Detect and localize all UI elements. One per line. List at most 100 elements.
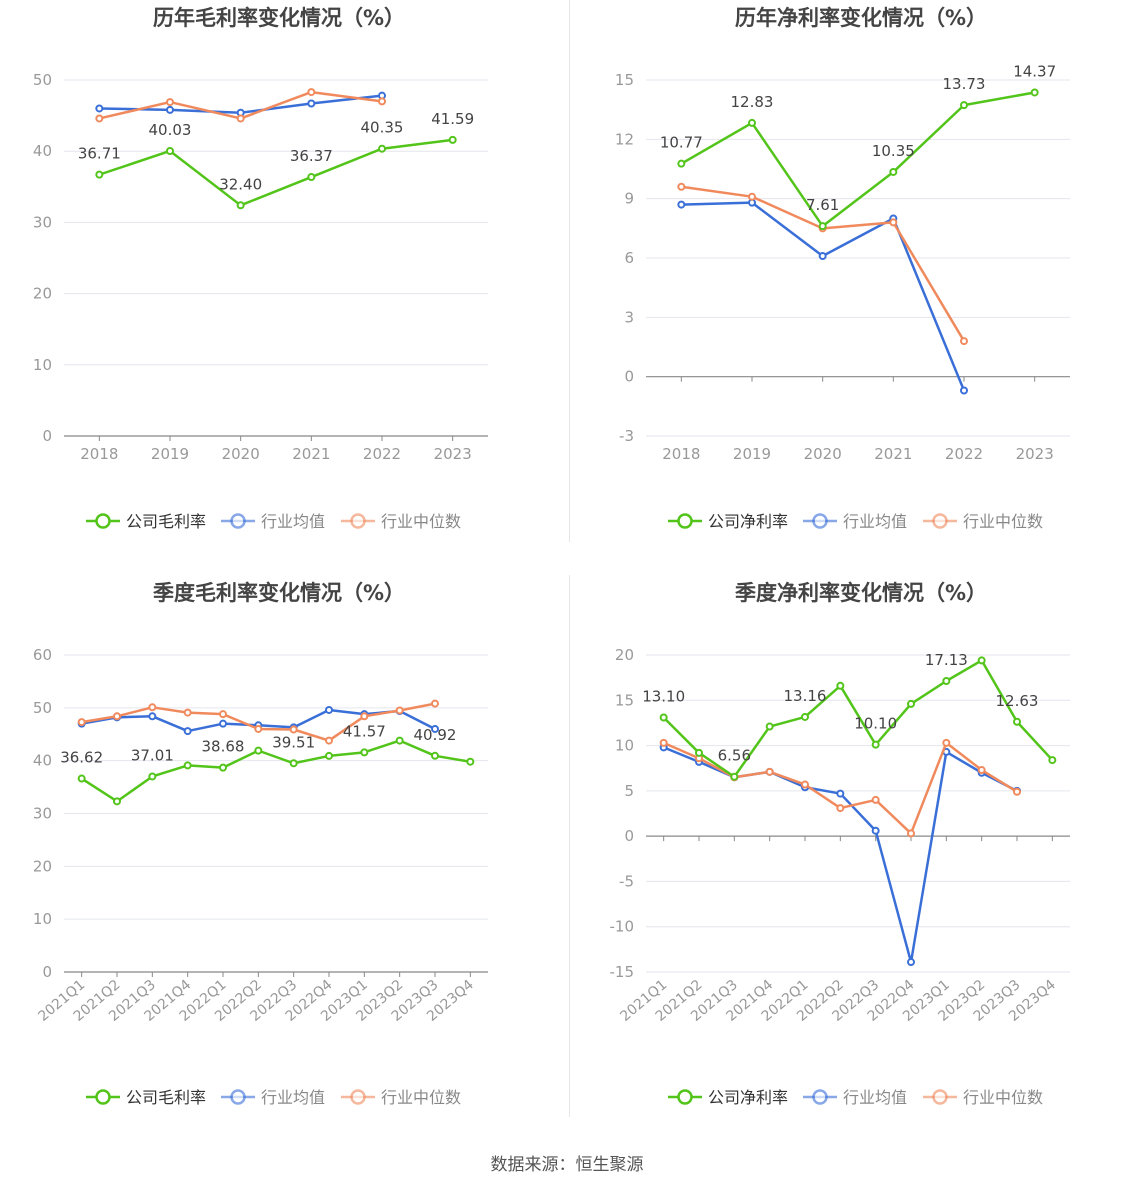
data-label: 17.13 xyxy=(925,651,968,669)
data-point-median xyxy=(360,712,369,721)
series-line-company xyxy=(80,739,471,803)
data-point-avg xyxy=(960,386,968,395)
data-point-company xyxy=(431,751,439,760)
chart-annual-gross-margin: 历年毛利率变化情况（%） 0 10 20 30 40 50 2018 2019 2020 2021 2… xyxy=(33,6,488,531)
y-tick-label: 50 xyxy=(33,71,52,89)
y-tick-label: 20 xyxy=(33,285,52,303)
data-point-company xyxy=(236,201,245,210)
data-point-company xyxy=(659,713,668,722)
data-label: 41.57 xyxy=(343,722,386,740)
data-label: 10.77 xyxy=(660,134,703,152)
series-line-company xyxy=(98,138,453,207)
y-tick-label: -10 xyxy=(610,918,635,936)
legend-marker xyxy=(95,513,111,529)
data-point-median xyxy=(183,708,192,717)
data-label: 37.01 xyxy=(131,746,174,764)
y-tick-label: 12 xyxy=(615,130,634,148)
chart-quarterly-net-margin: 季度净利率变化情况（%）-15-10-5051015202021Q12021Q2… xyxy=(610,581,1070,1107)
data-label: 12.63 xyxy=(996,692,1039,710)
y-tick-label: 3 xyxy=(624,308,634,326)
data-label: 7.61 xyxy=(806,196,839,214)
series-line-company xyxy=(680,91,1035,228)
data-point-company xyxy=(1030,88,1039,97)
legend-item-median: 行业中位数 xyxy=(923,1088,1043,1107)
data-point-median xyxy=(907,829,915,838)
data-point-avg xyxy=(148,712,157,721)
data-point-avg xyxy=(431,724,439,733)
legend-marker xyxy=(677,513,693,529)
x-tick-label: 2018 xyxy=(662,445,700,463)
y-tick-label: -15 xyxy=(610,963,635,981)
data-point-company xyxy=(378,144,386,153)
x-tick-label: 2019 xyxy=(733,445,771,463)
x-tick-label: 2021 xyxy=(874,445,912,463)
data-point-median xyxy=(801,780,809,789)
legend-marker xyxy=(230,513,246,529)
data-point-median xyxy=(889,218,898,227)
data-point-median xyxy=(307,88,316,97)
legend-item-median: 行业中位数 xyxy=(341,1088,461,1107)
data-point-avg xyxy=(219,719,227,728)
legend-item-avg: 行业均值 xyxy=(221,1088,325,1107)
data-point-median xyxy=(677,182,686,191)
data-point-median xyxy=(748,192,756,201)
data-label: 40.03 xyxy=(149,121,192,139)
legend-item-company: 公司净利率 xyxy=(668,1088,788,1107)
y-tick-label: 0 xyxy=(42,963,52,981)
data-label: 12.83 xyxy=(731,93,774,111)
data-label: 10.35 xyxy=(872,142,915,160)
series-line-avg xyxy=(663,746,1018,964)
data-point-median xyxy=(219,710,227,719)
y-tick-label: 40 xyxy=(33,752,52,770)
chart-title: 季度毛利率变化情况（%） xyxy=(153,581,405,605)
data-point-median xyxy=(166,98,174,107)
legend-label: 行业均值 xyxy=(843,1088,907,1107)
data-point-company xyxy=(166,146,174,155)
data-point-company xyxy=(254,746,263,755)
data-point-median xyxy=(659,738,668,747)
data-point-company xyxy=(765,722,774,731)
data-point-company xyxy=(325,751,333,760)
legend-marker xyxy=(932,1089,948,1105)
x-tick-label: 2022 xyxy=(945,445,983,463)
chart-panel-annual-net-margin: 历年净利率变化情况（%） -3 0 3 6 9 12 15 2018 2019 2020 2021 20… xyxy=(567,0,1134,575)
legend-label: 公司净利率 xyxy=(708,512,788,531)
data-point-company xyxy=(448,135,457,144)
chart-title: 历年净利率变化情况（%） xyxy=(735,6,987,30)
x-tick-label: 2018 xyxy=(80,445,118,463)
data-point-company xyxy=(289,759,298,768)
data-source-note: 数据来源：恒生聚源 xyxy=(490,1155,644,1175)
data-point-company xyxy=(77,774,86,783)
y-tick-label: 5 xyxy=(624,782,634,800)
data-point-company xyxy=(677,159,686,168)
legend-label: 行业中位数 xyxy=(381,512,461,531)
chart-panel-annual-gross-margin: 历年毛利率变化情况（%） 0 10 20 30 40 50 2018 2019 2020 2021 2… xyxy=(0,0,567,575)
legend-label: 公司净利率 xyxy=(708,1088,788,1107)
legend-label: 行业中位数 xyxy=(963,512,1043,531)
y-tick-label: 50 xyxy=(33,699,52,717)
data-point-company xyxy=(748,118,756,127)
data-point-median xyxy=(871,795,880,804)
data-label: 13.16 xyxy=(784,687,827,705)
data-point-median xyxy=(1013,787,1021,796)
legend-marker xyxy=(812,513,828,529)
data-point-avg xyxy=(677,200,686,209)
legend-marker xyxy=(677,1089,693,1105)
x-tick-label: 2020 xyxy=(804,445,842,463)
data-point-median xyxy=(977,766,986,775)
data-point-median xyxy=(431,699,439,708)
legend-marker xyxy=(95,1089,111,1105)
data-point-company xyxy=(871,740,880,749)
data-point-company xyxy=(113,797,121,806)
data-point-median xyxy=(289,725,298,734)
legend-label: 行业中位数 xyxy=(963,1088,1043,1107)
data-point-company xyxy=(889,167,898,176)
y-tick-label: 0 xyxy=(624,368,634,386)
x-tick-label: 2022 xyxy=(363,445,401,463)
chart-annual-net-margin: 历年净利率变化情况（%） -3 0 3 6 9 12 15 2018 2019 2020 2021 20… xyxy=(615,6,1070,531)
data-label: 32.40 xyxy=(219,175,262,193)
data-label: 10.10 xyxy=(854,715,897,733)
legend-marker xyxy=(230,1089,246,1105)
y-tick-label: 60 xyxy=(33,646,52,664)
y-tick-label: -3 xyxy=(619,427,634,445)
